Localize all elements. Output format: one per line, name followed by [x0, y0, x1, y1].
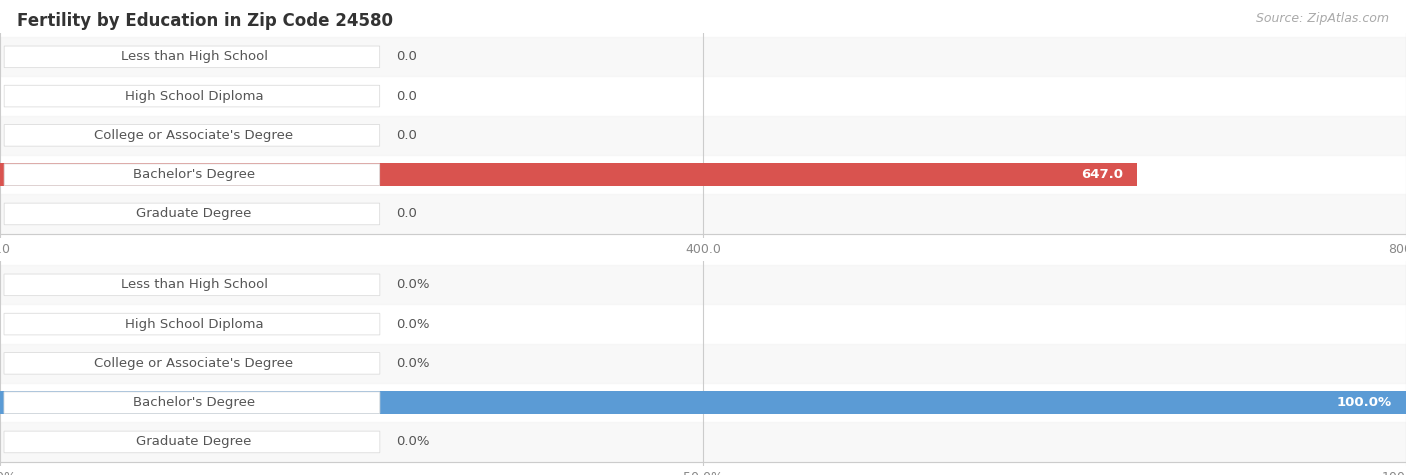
Bar — [0, 265, 1406, 304]
FancyBboxPatch shape — [4, 431, 380, 453]
Text: 100.0%: 100.0% — [1337, 396, 1392, 409]
Text: Graduate Degree: Graduate Degree — [136, 436, 252, 448]
Text: Graduate Degree: Graduate Degree — [136, 208, 252, 220]
Text: High School Diploma: High School Diploma — [125, 318, 263, 331]
Bar — [0, 194, 1406, 234]
FancyBboxPatch shape — [4, 203, 380, 225]
Text: Fertility by Education in Zip Code 24580: Fertility by Education in Zip Code 24580 — [17, 12, 392, 30]
Bar — [0, 37, 1406, 76]
Text: Source: ZipAtlas.com: Source: ZipAtlas.com — [1256, 12, 1389, 25]
Text: Less than High School: Less than High School — [121, 50, 267, 63]
Bar — [0, 344, 1406, 383]
FancyBboxPatch shape — [4, 124, 380, 146]
Text: 647.0: 647.0 — [1081, 168, 1123, 181]
Bar — [0, 163, 1137, 186]
Text: High School Diploma: High School Diploma — [125, 90, 263, 103]
Text: 0.0%: 0.0% — [396, 318, 430, 331]
Text: 0.0: 0.0 — [396, 90, 418, 103]
FancyBboxPatch shape — [4, 392, 380, 413]
Text: 0.0: 0.0 — [396, 208, 418, 220]
Text: College or Associate's Degree: College or Associate's Degree — [94, 357, 294, 370]
FancyBboxPatch shape — [4, 274, 380, 295]
Text: College or Associate's Degree: College or Associate's Degree — [94, 129, 294, 142]
Bar — [0, 116, 1406, 155]
Bar — [0, 391, 1406, 414]
FancyBboxPatch shape — [4, 46, 380, 67]
Text: Bachelor's Degree: Bachelor's Degree — [134, 168, 254, 181]
Text: 0.0: 0.0 — [396, 129, 418, 142]
Text: 0.0: 0.0 — [396, 50, 418, 63]
FancyBboxPatch shape — [4, 164, 380, 185]
Bar — [0, 422, 1406, 462]
Text: Bachelor's Degree: Bachelor's Degree — [134, 396, 254, 409]
FancyBboxPatch shape — [4, 352, 380, 374]
Text: 0.0%: 0.0% — [396, 278, 430, 291]
Text: 0.0%: 0.0% — [396, 357, 430, 370]
Text: Less than High School: Less than High School — [121, 278, 267, 291]
FancyBboxPatch shape — [4, 86, 380, 107]
Text: 0.0%: 0.0% — [396, 436, 430, 448]
FancyBboxPatch shape — [4, 314, 380, 335]
